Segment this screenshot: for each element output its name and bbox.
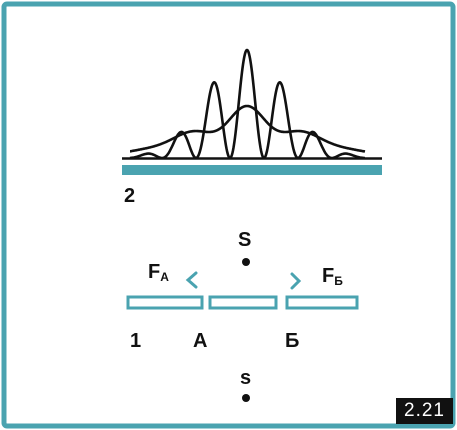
screen-number-label: 2 [124,185,136,207]
filter-A-subscript: A [160,270,169,284]
source-S-dot [242,258,250,266]
filter-A-letter: F [148,261,161,283]
figure-number-badge: 2.21 [396,398,453,424]
plate-left [126,295,204,310]
filter-B-letter: F [322,265,335,287]
interference-intensity-curve [129,48,366,160]
plate-right [285,295,359,310]
smooth-intensity-curve [129,104,366,153]
filter-A-label: FA [148,262,169,283]
filter-A-mark [185,271,198,289]
source-s-label: s [240,367,252,389]
filter-B-label: FБ [322,266,343,287]
source-S-label: S [238,229,252,251]
plate-middle [208,295,278,310]
source-s-dot [242,394,250,402]
slit-B-label: Б [285,330,300,352]
screen-bar [122,165,382,175]
plate-number-label: 1 [130,330,142,352]
filter-B-mark [290,272,302,290]
slit-A-label: A [193,330,208,352]
filter-B-subscript: Б [334,274,343,288]
